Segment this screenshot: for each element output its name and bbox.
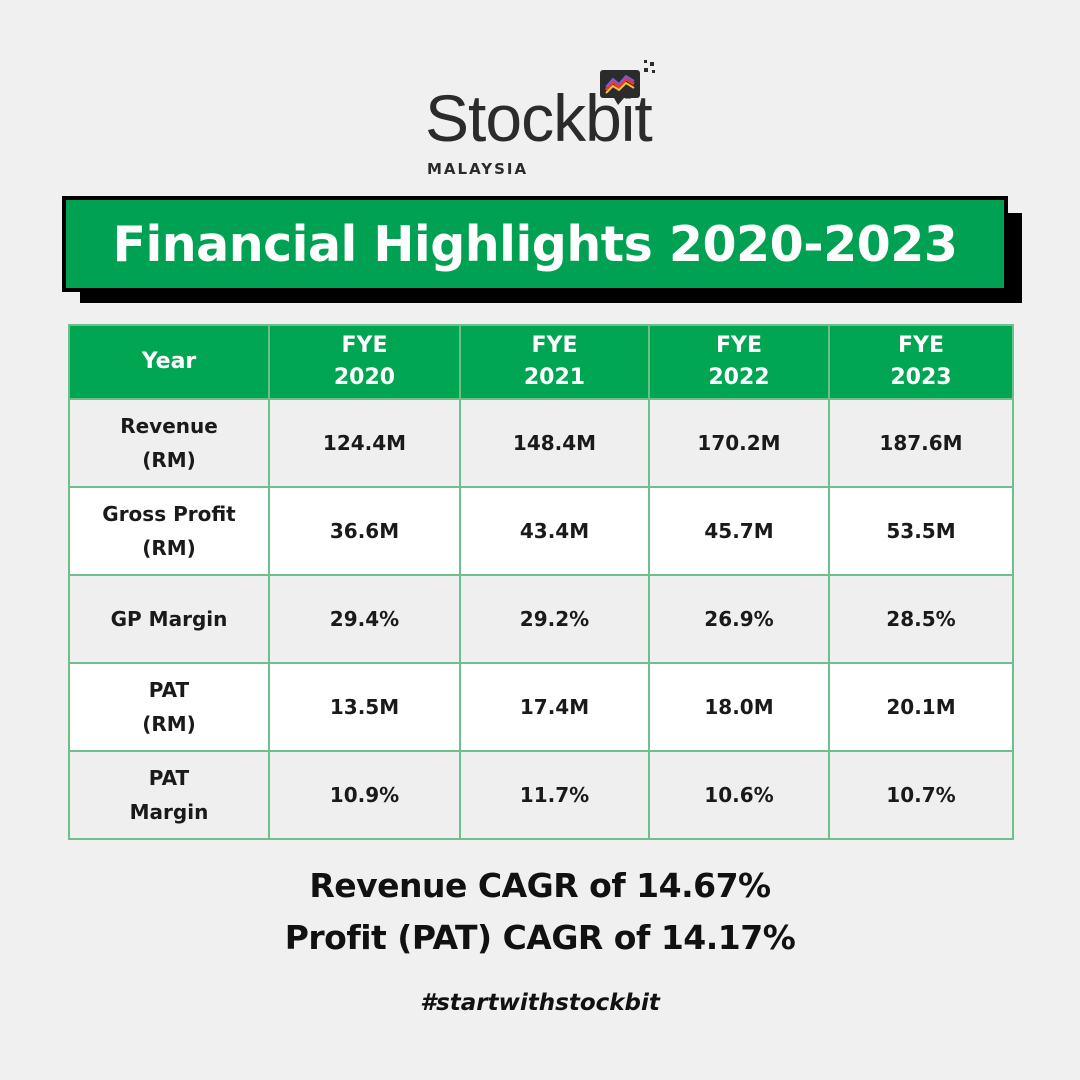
- title-banner: Financial Highlights 2020-2023: [62, 196, 1008, 292]
- profit-cagr: Profit (PAT) CAGR of 14.17%: [284, 918, 796, 957]
- table-cell: 170.2M: [648, 398, 830, 488]
- table-cell: 28.5%: [828, 574, 1014, 664]
- table-cell: 36.6M: [268, 486, 461, 576]
- table-cell: 10.9%: [268, 750, 461, 840]
- header-year: FYE 2022: [648, 324, 830, 400]
- table-cell: 53.5M: [828, 486, 1014, 576]
- table-cell: 11.7%: [459, 750, 650, 840]
- table-cell: 124.4M: [268, 398, 461, 488]
- table-row: Gross Profit (RM) 36.6M 43.4M 45.7M 53.5M: [68, 486, 1014, 576]
- header-year: FYE 2020: [268, 324, 461, 400]
- logo-wordmark: Stockbit: [425, 81, 653, 155]
- table-cell: 29.4%: [268, 574, 461, 664]
- row-label: Revenue (RM): [68, 398, 270, 488]
- stockbit-chart-bubble-icon: [600, 60, 655, 105]
- table-cell: 29.2%: [459, 574, 650, 664]
- table-cell: 13.5M: [268, 662, 461, 752]
- table-cell: 18.0M: [648, 662, 830, 752]
- table-row: GP Margin 29.4% 29.2% 26.9% 28.5%: [68, 574, 1014, 664]
- table-row: PAT (RM) 13.5M 17.4M 18.0M 20.1M: [68, 662, 1014, 752]
- logo-subtitle: MALAYSIA: [427, 160, 529, 178]
- hashtag: #startwithstockbit: [420, 990, 660, 1016]
- page-title: Financial Highlights 2020-2023: [112, 215, 958, 273]
- table-cell: 43.4M: [459, 486, 650, 576]
- table-cell: 148.4M: [459, 398, 650, 488]
- row-label: GP Margin: [68, 574, 270, 664]
- table-row: Revenue (RM) 124.4M 148.4M 170.2M 187.6M: [68, 398, 1014, 488]
- revenue-cagr: Revenue CAGR of 14.67%: [309, 866, 771, 905]
- table-cell: 10.7%: [828, 750, 1014, 840]
- table-cell: 17.4M: [459, 662, 650, 752]
- header-year: FYE 2021: [459, 324, 650, 400]
- financial-table: Year FYE 2020 FYE 2021 FYE 2022 FYE 2023 Rev…: [68, 324, 1014, 840]
- row-label: PAT (RM): [68, 662, 270, 752]
- header-year-label: Year: [68, 324, 270, 400]
- table-cell: 45.7M: [648, 486, 830, 576]
- row-label: Gross Profit (RM): [68, 486, 270, 576]
- header-year: FYE 2023: [828, 324, 1014, 400]
- table-cell: 20.1M: [828, 662, 1014, 752]
- table-row: PAT Margin 10.9% 11.7% 10.6% 10.7%: [68, 750, 1014, 840]
- table-cell: 26.9%: [648, 574, 830, 664]
- row-label: PAT Margin: [68, 750, 270, 840]
- table-cell: 187.6M: [828, 398, 1014, 488]
- table-header-row: Year FYE 2020 FYE 2021 FYE 2022 FYE 2023: [68, 324, 1014, 400]
- table-cell: 10.6%: [648, 750, 830, 840]
